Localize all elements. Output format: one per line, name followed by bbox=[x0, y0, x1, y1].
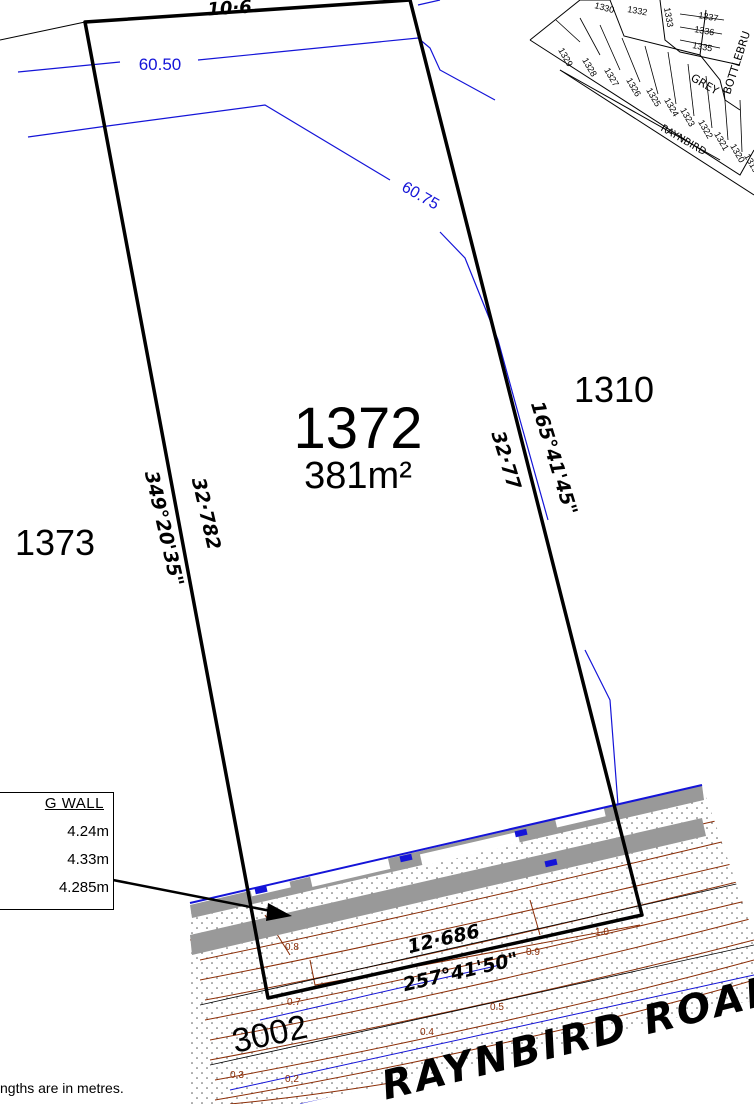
key-map-lot: 1328 bbox=[580, 56, 599, 78]
key-map-lot: 1336 bbox=[694, 24, 715, 37]
spot-level: 0.8 bbox=[285, 942, 299, 953]
retaining-wall-row: t 4.24m bbox=[0, 823, 109, 843]
spot-levels: 0.8 0.9 1.0 0.7 0.5 0.4 0.3 0.2 bbox=[230, 927, 609, 1085]
retaining-wall-row-value: 4.285m bbox=[58, 879, 109, 896]
units-note: ngths are in metres. bbox=[0, 1080, 124, 1096]
retaining-wall-row: 4.285m bbox=[0, 879, 109, 899]
contour-label-lower: 60.75 bbox=[399, 179, 442, 214]
key-map-lot: 1321 bbox=[712, 130, 731, 152]
key-map-lot: 1325 bbox=[644, 86, 663, 108]
lot-area: 381m² bbox=[304, 455, 412, 497]
key-map-lot: 1333 bbox=[662, 7, 675, 28]
lot-1372-boundary[interactable] bbox=[83, 0, 644, 1000]
key-map-lot: 1323 bbox=[678, 106, 697, 128]
spot-level: 0.4 bbox=[420, 1027, 434, 1038]
spot-level: 0.5 bbox=[490, 1002, 504, 1013]
top-boundary-length: 10·6 bbox=[207, 0, 253, 21]
retaining-wall-row-value: 4.33m bbox=[67, 851, 109, 868]
spot-level: 0.2 bbox=[285, 1074, 299, 1085]
east-boundary-bearing: 165°41'45" bbox=[526, 399, 581, 518]
key-map-lot: 1320 bbox=[728, 142, 747, 164]
spot-level: 0.7 bbox=[287, 997, 301, 1008]
key-map-lot: 1332 bbox=[627, 4, 648, 17]
key-map-lot: 1327 bbox=[602, 66, 621, 88]
key-map-lot: 1319 bbox=[742, 152, 754, 174]
key-map-lot: 1330 bbox=[593, 0, 615, 15]
lot-number-west: 1373 bbox=[15, 522, 95, 563]
contour-lines bbox=[17, 0, 619, 806]
lot-number-main: 1372 bbox=[293, 396, 422, 461]
adjoining-boundary-line bbox=[0, 21, 86, 41]
key-map-street: BOTTLEBRU bbox=[720, 30, 753, 96]
key-map-lot: 1335 bbox=[692, 40, 713, 53]
contour-label-upper: 60.50 bbox=[139, 55, 182, 74]
west-boundary-length: 32·782 bbox=[187, 475, 225, 551]
retaining-wall-row: t 4.33m bbox=[0, 851, 109, 871]
key-map-lot: 1326 bbox=[624, 76, 643, 98]
key-map-lot: 1324 bbox=[662, 96, 681, 118]
spot-level: 0.9 bbox=[526, 947, 540, 958]
spot-level: 1.0 bbox=[595, 927, 609, 938]
retaining-wall-row-value: 4.24m bbox=[67, 823, 109, 840]
key-map-lot: 1322 bbox=[696, 118, 715, 140]
wall-leader-arrow bbox=[112, 878, 292, 921]
retaining-wall-title: G WALL bbox=[44, 795, 104, 812]
key-map-lot: 1329 bbox=[556, 46, 575, 68]
spot-level: 0.3 bbox=[230, 1070, 244, 1081]
retaining-wall-table: G WALL t 4.24m t 4.33m 4.285m bbox=[0, 792, 114, 910]
key-map-lot: 1337 bbox=[698, 10, 719, 23]
retaining-wall-bands bbox=[189, 784, 706, 955]
key-map-inset bbox=[529, 0, 754, 196]
lot-number-east: 1310 bbox=[574, 369, 654, 410]
